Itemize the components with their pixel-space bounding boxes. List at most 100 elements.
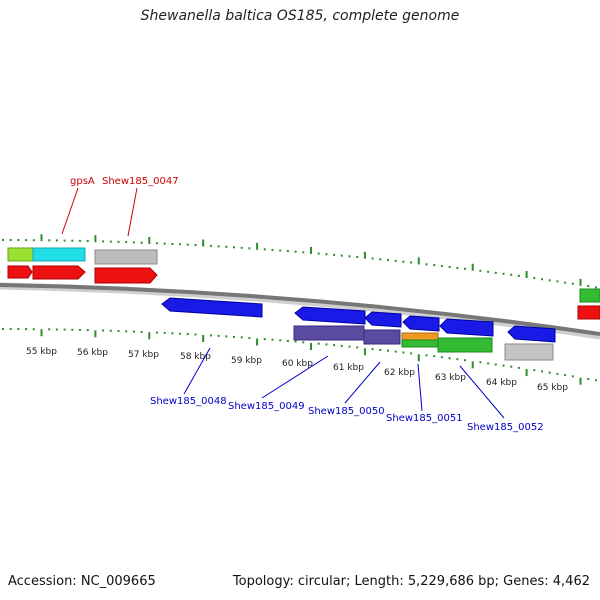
minor-tick <box>109 240 112 243</box>
minor-tick <box>2 328 4 330</box>
gene-block-green-right[interactable] <box>579 288 600 303</box>
genome-summary-text: Topology: circular; Length: 5,229,686 bp… <box>232 574 590 589</box>
gene-block-green[interactable] <box>437 337 493 353</box>
gene-block-cyan[interactable] <box>32 247 86 262</box>
minor-tick <box>209 244 212 247</box>
minor-tick <box>286 250 289 253</box>
minor-tick <box>63 239 66 242</box>
minor-tick <box>32 239 35 242</box>
major-tick <box>310 343 312 350</box>
minor-tick <box>225 245 228 248</box>
kbp-scale: 55 kbp 56 kbp 57 kbp 58 kbp 59 kbp 60 kb… <box>26 347 568 393</box>
map-title: Shewanella baltica OS185, complete genom… <box>140 8 460 24</box>
minor-tick <box>71 239 74 242</box>
minor-tick <box>140 330 143 333</box>
minor-tick <box>502 272 505 275</box>
minor-tick <box>464 267 466 270</box>
minor-tick <box>279 339 282 342</box>
minor-tick <box>179 332 182 335</box>
gene-block-lime[interactable] <box>7 247 34 262</box>
minor-tick <box>2 239 4 241</box>
gene-arrow-blue-right[interactable] <box>507 325 556 343</box>
minor-tick <box>325 343 328 346</box>
gene-block-green-small[interactable] <box>401 339 439 348</box>
shew185-0051-gene-arrow[interactable] <box>402 315 440 332</box>
major-tick <box>202 239 205 247</box>
minor-tick <box>25 328 28 331</box>
minor-tick <box>248 337 251 339</box>
minor-tick <box>379 348 382 351</box>
accession-text: Accession: NC_009665 <box>8 574 156 589</box>
minor-tick <box>286 340 289 342</box>
minor-tick <box>387 349 389 352</box>
minor-tick <box>55 328 58 331</box>
shew185-0050-gene-arrow[interactable] <box>364 311 402 328</box>
minor-tick <box>225 335 228 338</box>
minor-tick <box>117 330 120 332</box>
gene-block-orange[interactable] <box>401 332 439 341</box>
shew185-0047-gene-arrow[interactable] <box>94 267 158 284</box>
scale-label: 57 kbp <box>128 350 159 360</box>
gene-block-grey-lower[interactable] <box>504 343 554 361</box>
shew185-0049-gene-arrow[interactable] <box>294 306 366 325</box>
minor-tick <box>502 364 505 367</box>
gene-label-shew185-0048[interactable]: Shew185_0048 <box>150 396 227 407</box>
gene-label-shew185-0050[interactable]: Shew185_0050 <box>308 406 385 417</box>
leader-line <box>183 347 211 395</box>
gene-label-shew185-0047[interactable]: Shew185_0047 <box>102 176 179 187</box>
lower-tick-row <box>2 328 597 385</box>
minor-tick <box>63 328 66 331</box>
minor-tick <box>217 245 220 248</box>
minor-tick <box>55 239 58 242</box>
minor-tick <box>102 329 105 332</box>
gene-label-gpsA[interactable]: gpsA <box>70 176 95 187</box>
minor-tick <box>248 247 251 250</box>
gene-label-shew185-0052[interactable]: Shew185_0052 <box>467 422 544 433</box>
minor-tick <box>171 332 174 335</box>
minor-tick <box>371 348 374 351</box>
minor-tick <box>440 356 443 359</box>
major-tick <box>256 338 259 346</box>
gene-block-purple-1[interactable] <box>293 325 365 341</box>
leader-line <box>459 365 505 419</box>
minor-tick <box>109 329 112 332</box>
minor-tick <box>48 239 51 242</box>
gene-block-purple-2[interactable] <box>363 329 401 345</box>
minor-tick <box>548 371 551 374</box>
minor-tick <box>356 346 359 349</box>
minor-tick <box>171 243 174 245</box>
scale-label: 60 kbp <box>282 359 313 369</box>
gene-block-red-right[interactable] <box>577 305 600 320</box>
major-tick <box>94 235 97 243</box>
major-tick <box>417 354 420 362</box>
shew185-0052-gene-arrow[interactable] <box>439 318 494 337</box>
gene-block-grey[interactable] <box>94 249 158 265</box>
minor-tick <box>410 261 413 264</box>
shew185-0048-gene-arrow[interactable] <box>161 297 263 318</box>
minor-tick <box>163 242 166 245</box>
minor-tick <box>271 338 274 341</box>
gene-label-shew185-0051[interactable]: Shew185_0051 <box>386 413 463 424</box>
major-tick <box>525 271 528 278</box>
minor-tick <box>402 260 405 263</box>
gene-arrow-red-1[interactable] <box>7 265 33 279</box>
minor-tick <box>294 250 297 253</box>
minor-tick <box>433 355 436 358</box>
gps-a-gene-arrow[interactable] <box>32 265 86 280</box>
minor-tick <box>132 330 135 333</box>
minor-tick <box>17 239 20 241</box>
major-tick <box>579 278 582 286</box>
minor-tick <box>425 354 428 357</box>
minor-tick <box>294 340 297 343</box>
minor-tick <box>425 263 428 266</box>
gene-label-shew185-0049[interactable]: Shew185_0049 <box>228 401 305 412</box>
minor-tick <box>86 329 89 332</box>
reverse-strand-row-1 <box>161 297 556 343</box>
minor-tick <box>402 351 405 354</box>
scale-label: 59 kbp <box>231 356 262 366</box>
minor-tick <box>117 240 120 243</box>
minor-tick <box>317 252 320 255</box>
minor-tick <box>541 370 543 373</box>
forward-strand-row-1 <box>7 247 600 303</box>
minor-tick <box>233 246 235 249</box>
